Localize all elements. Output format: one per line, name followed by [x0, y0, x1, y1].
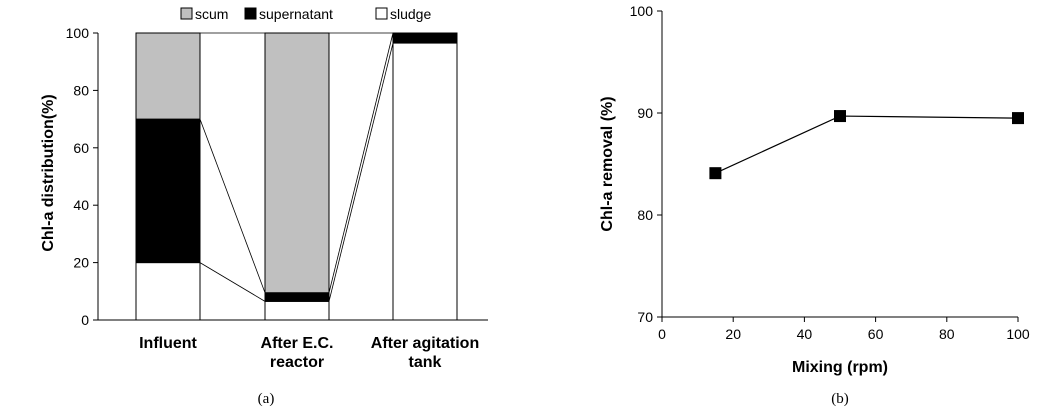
- y-tick-label: 100: [66, 25, 90, 41]
- y-tick-label: 40: [73, 197, 89, 213]
- x-axis-categories: Influent After E.C. reactor After agitation…: [139, 335, 479, 371]
- bar-segment-supernatant: [392, 32, 458, 44]
- axes: [97, 33, 488, 321]
- y-axis-label: Chl-a removal (%): [599, 96, 616, 231]
- bar-segment-scum: [135, 32, 201, 120]
- connector-line: [199, 262, 266, 302]
- category-label: tank: [409, 354, 442, 371]
- x-axis-ticks: 0 20 40 60 80 100: [658, 317, 1030, 342]
- series-line-path: [715, 115, 1019, 174]
- data-point-marker: [709, 167, 722, 180]
- category-label: reactor: [270, 354, 324, 371]
- x-tick-label: 20: [725, 326, 741, 342]
- y-tick-label: 100: [630, 3, 654, 19]
- connector-line: [328, 42, 394, 302]
- x-axis-label: Mixing (rpm): [792, 359, 888, 376]
- y-tick-label: 0: [81, 312, 89, 328]
- x-tick-label: 0: [658, 326, 666, 342]
- bar-segment-supernatant: [135, 118, 201, 264]
- legend-swatch-sludge: [375, 7, 388, 20]
- bar-segment-scum: [264, 32, 330, 294]
- legend-swatch-supernatant: [244, 7, 257, 20]
- bar-segment-sludge: [392, 42, 458, 321]
- x-tick-label: 40: [797, 326, 813, 342]
- series-line: [709, 110, 1024, 180]
- x-tick-label: 100: [1006, 326, 1030, 342]
- legend-label-scum: scum: [195, 6, 228, 22]
- panel-label-b: (b): [831, 391, 849, 407]
- y-axis-ticks: 70 80 90 100: [630, 3, 662, 325]
- category-label: Influent: [139, 335, 197, 352]
- y-axis-label: Chl-a distribution(%): [40, 94, 57, 251]
- data-point-marker: [1012, 112, 1024, 125]
- bar-segment-sludge: [264, 300, 330, 321]
- bar-connector-lines: [199, 32, 394, 302]
- y-tick-label: 20: [73, 255, 89, 271]
- connector-line: [328, 32, 394, 293]
- connector-line: [199, 118, 266, 293]
- legend-label-sludge: sludge: [390, 6, 431, 22]
- bar-segment-supernatant: [264, 292, 330, 302]
- y-tick-label: 70: [637, 309, 653, 325]
- data-point-marker: [834, 110, 846, 123]
- bar-segment-sludge: [135, 262, 201, 321]
- stacked-bars: [135, 32, 458, 321]
- y-tick-label: 80: [637, 207, 653, 223]
- panel-label-a: (a): [258, 391, 275, 407]
- y-tick-label: 60: [73, 140, 89, 156]
- x-tick-label: 60: [868, 326, 884, 342]
- legend-swatch-scum: [180, 7, 193, 20]
- y-tick-label: 90: [637, 105, 653, 121]
- legend-label-supernatant: supernatant: [259, 6, 333, 22]
- category-label: After E.C.: [261, 335, 334, 352]
- category-label: After agitation: [371, 335, 479, 352]
- chart-chl-a-removal: 70 80 90 100 0 20 40 60 80 100 Mixing (rpm) Chl-…: [599, 3, 1030, 407]
- chart-chl-a-distribution: scum supernatant sludge 0 20 40 60 80 100 Influ…: [40, 6, 488, 407]
- x-tick-label: 80: [939, 326, 955, 342]
- axes: [661, 11, 1018, 318]
- y-tick-label: 80: [73, 82, 89, 98]
- legend: scum supernatant sludge: [180, 6, 431, 22]
- y-axis-ticks: 0 20 40 60 80 100: [66, 25, 98, 328]
